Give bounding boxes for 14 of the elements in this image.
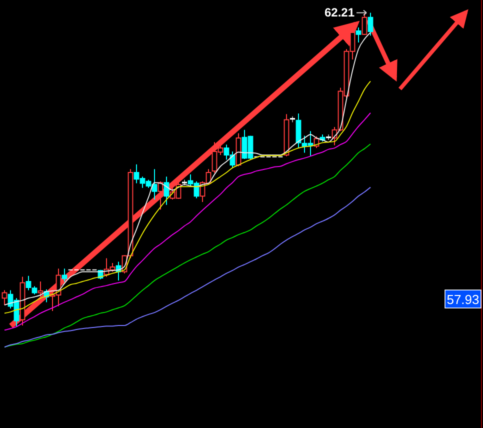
candlestick (38, 280, 44, 298)
candlestick (182, 179, 187, 186)
candlestick (62, 268, 68, 282)
candlestick (356, 26, 362, 44)
candlestick (296, 112, 302, 149)
candlestick (164, 176, 170, 206)
candlestick (368, 12, 374, 36)
candlestick (326, 134, 331, 140)
candlestick (20, 276, 26, 326)
candlestick (158, 180, 164, 210)
candlestick (362, 12, 368, 36)
annotation: 62.21 (324, 6, 355, 20)
text: 57.93 (446, 292, 480, 307)
candlestick (290, 116, 295, 123)
